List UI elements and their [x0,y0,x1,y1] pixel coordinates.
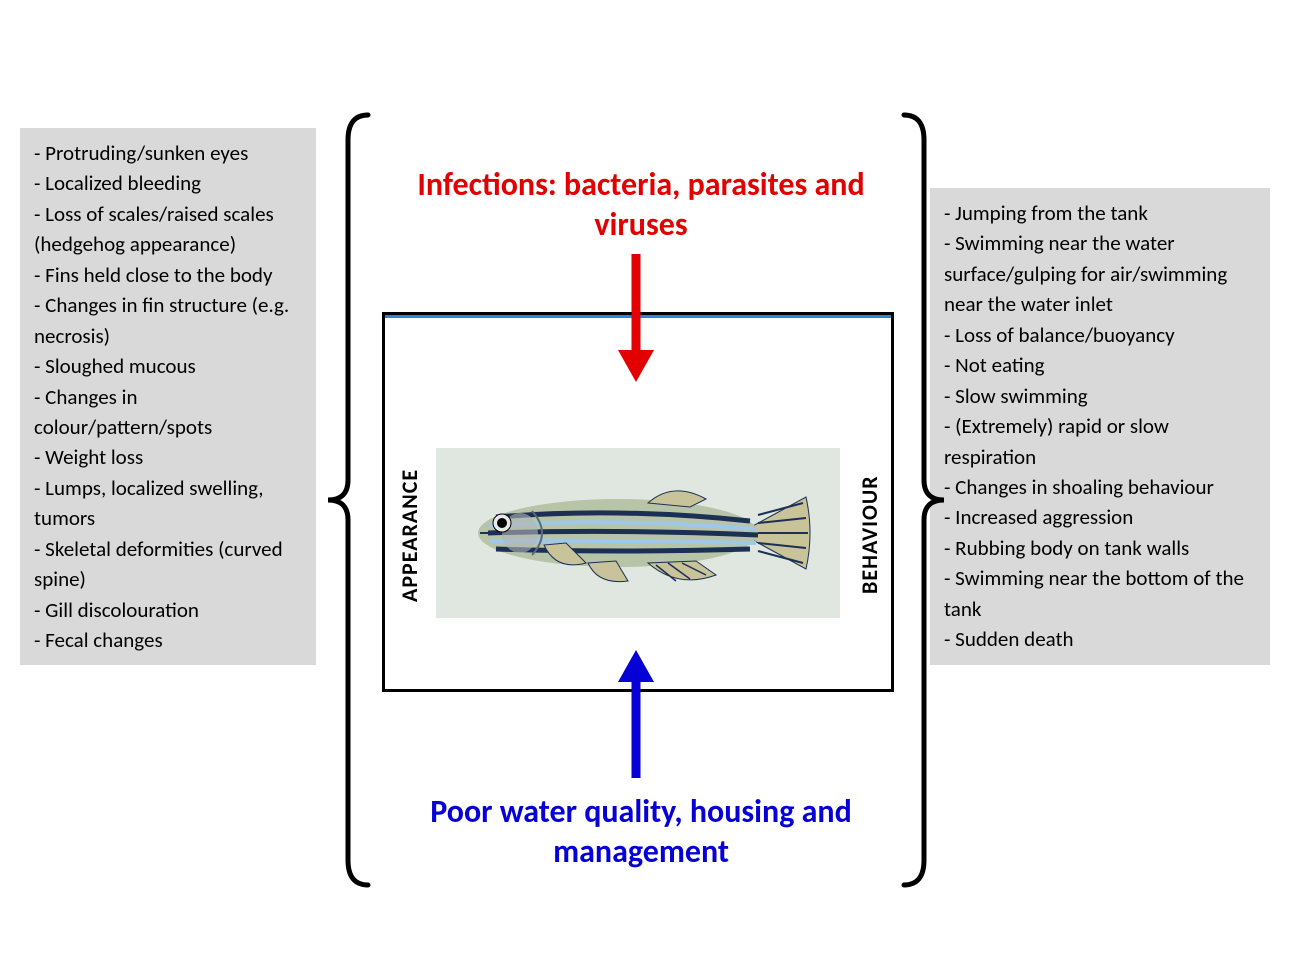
appearance-symptom-item: - Localized bleeding [34,168,302,198]
appearance-symptom-item: - Skeletal deformities (curved spine) [34,534,302,595]
behaviour-symptom-item: - Slow swimming [944,381,1256,411]
left-brace [318,110,378,890]
appearance-symptoms-box: - Protruding/sunken eyes- Localized blee… [20,128,316,665]
appearance-label: APPEARANCE [396,450,423,620]
behaviour-symptom-item: - (Extremely) rapid or slow respiration [944,411,1256,472]
zebrafish-icon [458,463,818,603]
appearance-symptom-item: - Fins held close to the body [34,260,302,290]
environment-title: Poor water quality, housing and manageme… [386,792,896,872]
appearance-symptom-item: - Changes in fin structure (e.g. necrosi… [34,290,302,351]
appearance-symptom-item: - Lumps, localized swelling, tumors [34,473,302,534]
behaviour-symptoms-box: - Jumping from the tank- Swimming near t… [930,188,1270,665]
appearance-symptom-item: - Protruding/sunken eyes [34,138,302,168]
appearance-symptom-item: - Sloughed mucous [34,351,302,381]
appearance-symptom-item: - Loss of scales/raised scales (hedgehog… [34,199,302,260]
right-brace [894,110,954,890]
appearance-symptom-item: - Gill discolouration [34,595,302,625]
environment-arrow-icon [606,642,666,782]
behaviour-symptom-item: - Not eating [944,350,1256,380]
infections-title: Infections: bacteria, parasites and viru… [386,165,896,245]
behaviour-symptoms-list: - Jumping from the tank- Swimming near t… [944,198,1256,655]
behaviour-symptom-item: - Increased aggression [944,502,1256,532]
infections-arrow-icon [606,250,666,390]
behaviour-symptom-item: - Rubbing body on tank walls [944,533,1256,563]
appearance-symptoms-list: - Protruding/sunken eyes- Localized blee… [34,138,302,655]
behaviour-label: BEHAVIOUR [856,450,883,620]
behaviour-symptom-item: - Changes in shoaling behaviour [944,472,1256,502]
appearance-symptom-item: - Changes in colour/pattern/spots [34,382,302,443]
behaviour-symptom-item: - Loss of balance/buoyancy [944,320,1256,350]
behaviour-symptom-item: - Swimming near the water surface/gulpin… [944,228,1256,319]
fish-illustration [436,448,840,618]
behaviour-symptom-item: - Swimming near the bottom of the tank [944,563,1256,624]
appearance-symptom-item: - Weight loss [34,442,302,472]
behaviour-symptom-item: - Sudden death [944,624,1256,654]
appearance-symptom-item: - Fecal changes [34,625,302,655]
behaviour-symptom-item: - Jumping from the tank [944,198,1256,228]
